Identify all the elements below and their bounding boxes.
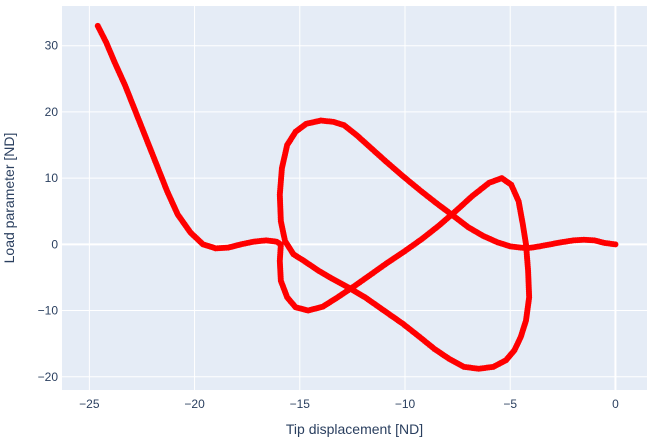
y-tick-label: 30 [45,39,59,53]
y-axis-title: Load parameter [ND] [1,133,17,264]
x-axis-title: Tip displacement [ND] [286,421,423,437]
x-tick-label: −10 [395,397,416,411]
tick-labels: −25 −20 −15 −10 −5 0 −20 −10 0 10 20 30 [38,39,619,411]
x-tick-label: −25 [79,397,100,411]
x-tick-label: −15 [290,397,311,411]
x-tick-label: 0 [612,397,619,411]
y-tick-label: 20 [45,105,59,119]
x-tick-label: −5 [503,397,517,411]
y-tick-label: −20 [38,370,59,384]
x-tick-label: −20 [184,397,205,411]
data-point [612,241,619,248]
y-tick-label: 0 [51,237,58,251]
y-tick-label: −10 [38,304,59,318]
plot-area [62,6,647,390]
y-tick-label: 10 [45,171,59,185]
data-series [94,22,619,372]
